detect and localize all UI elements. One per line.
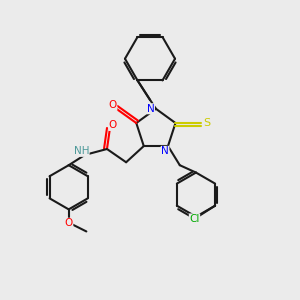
Text: O: O: [64, 218, 73, 228]
Text: N: N: [161, 146, 169, 156]
Text: O: O: [109, 100, 117, 110]
Text: O: O: [109, 121, 117, 130]
Text: N: N: [147, 104, 154, 114]
Text: NH: NH: [74, 146, 89, 156]
Text: S: S: [203, 118, 210, 128]
Text: Cl: Cl: [189, 214, 200, 224]
